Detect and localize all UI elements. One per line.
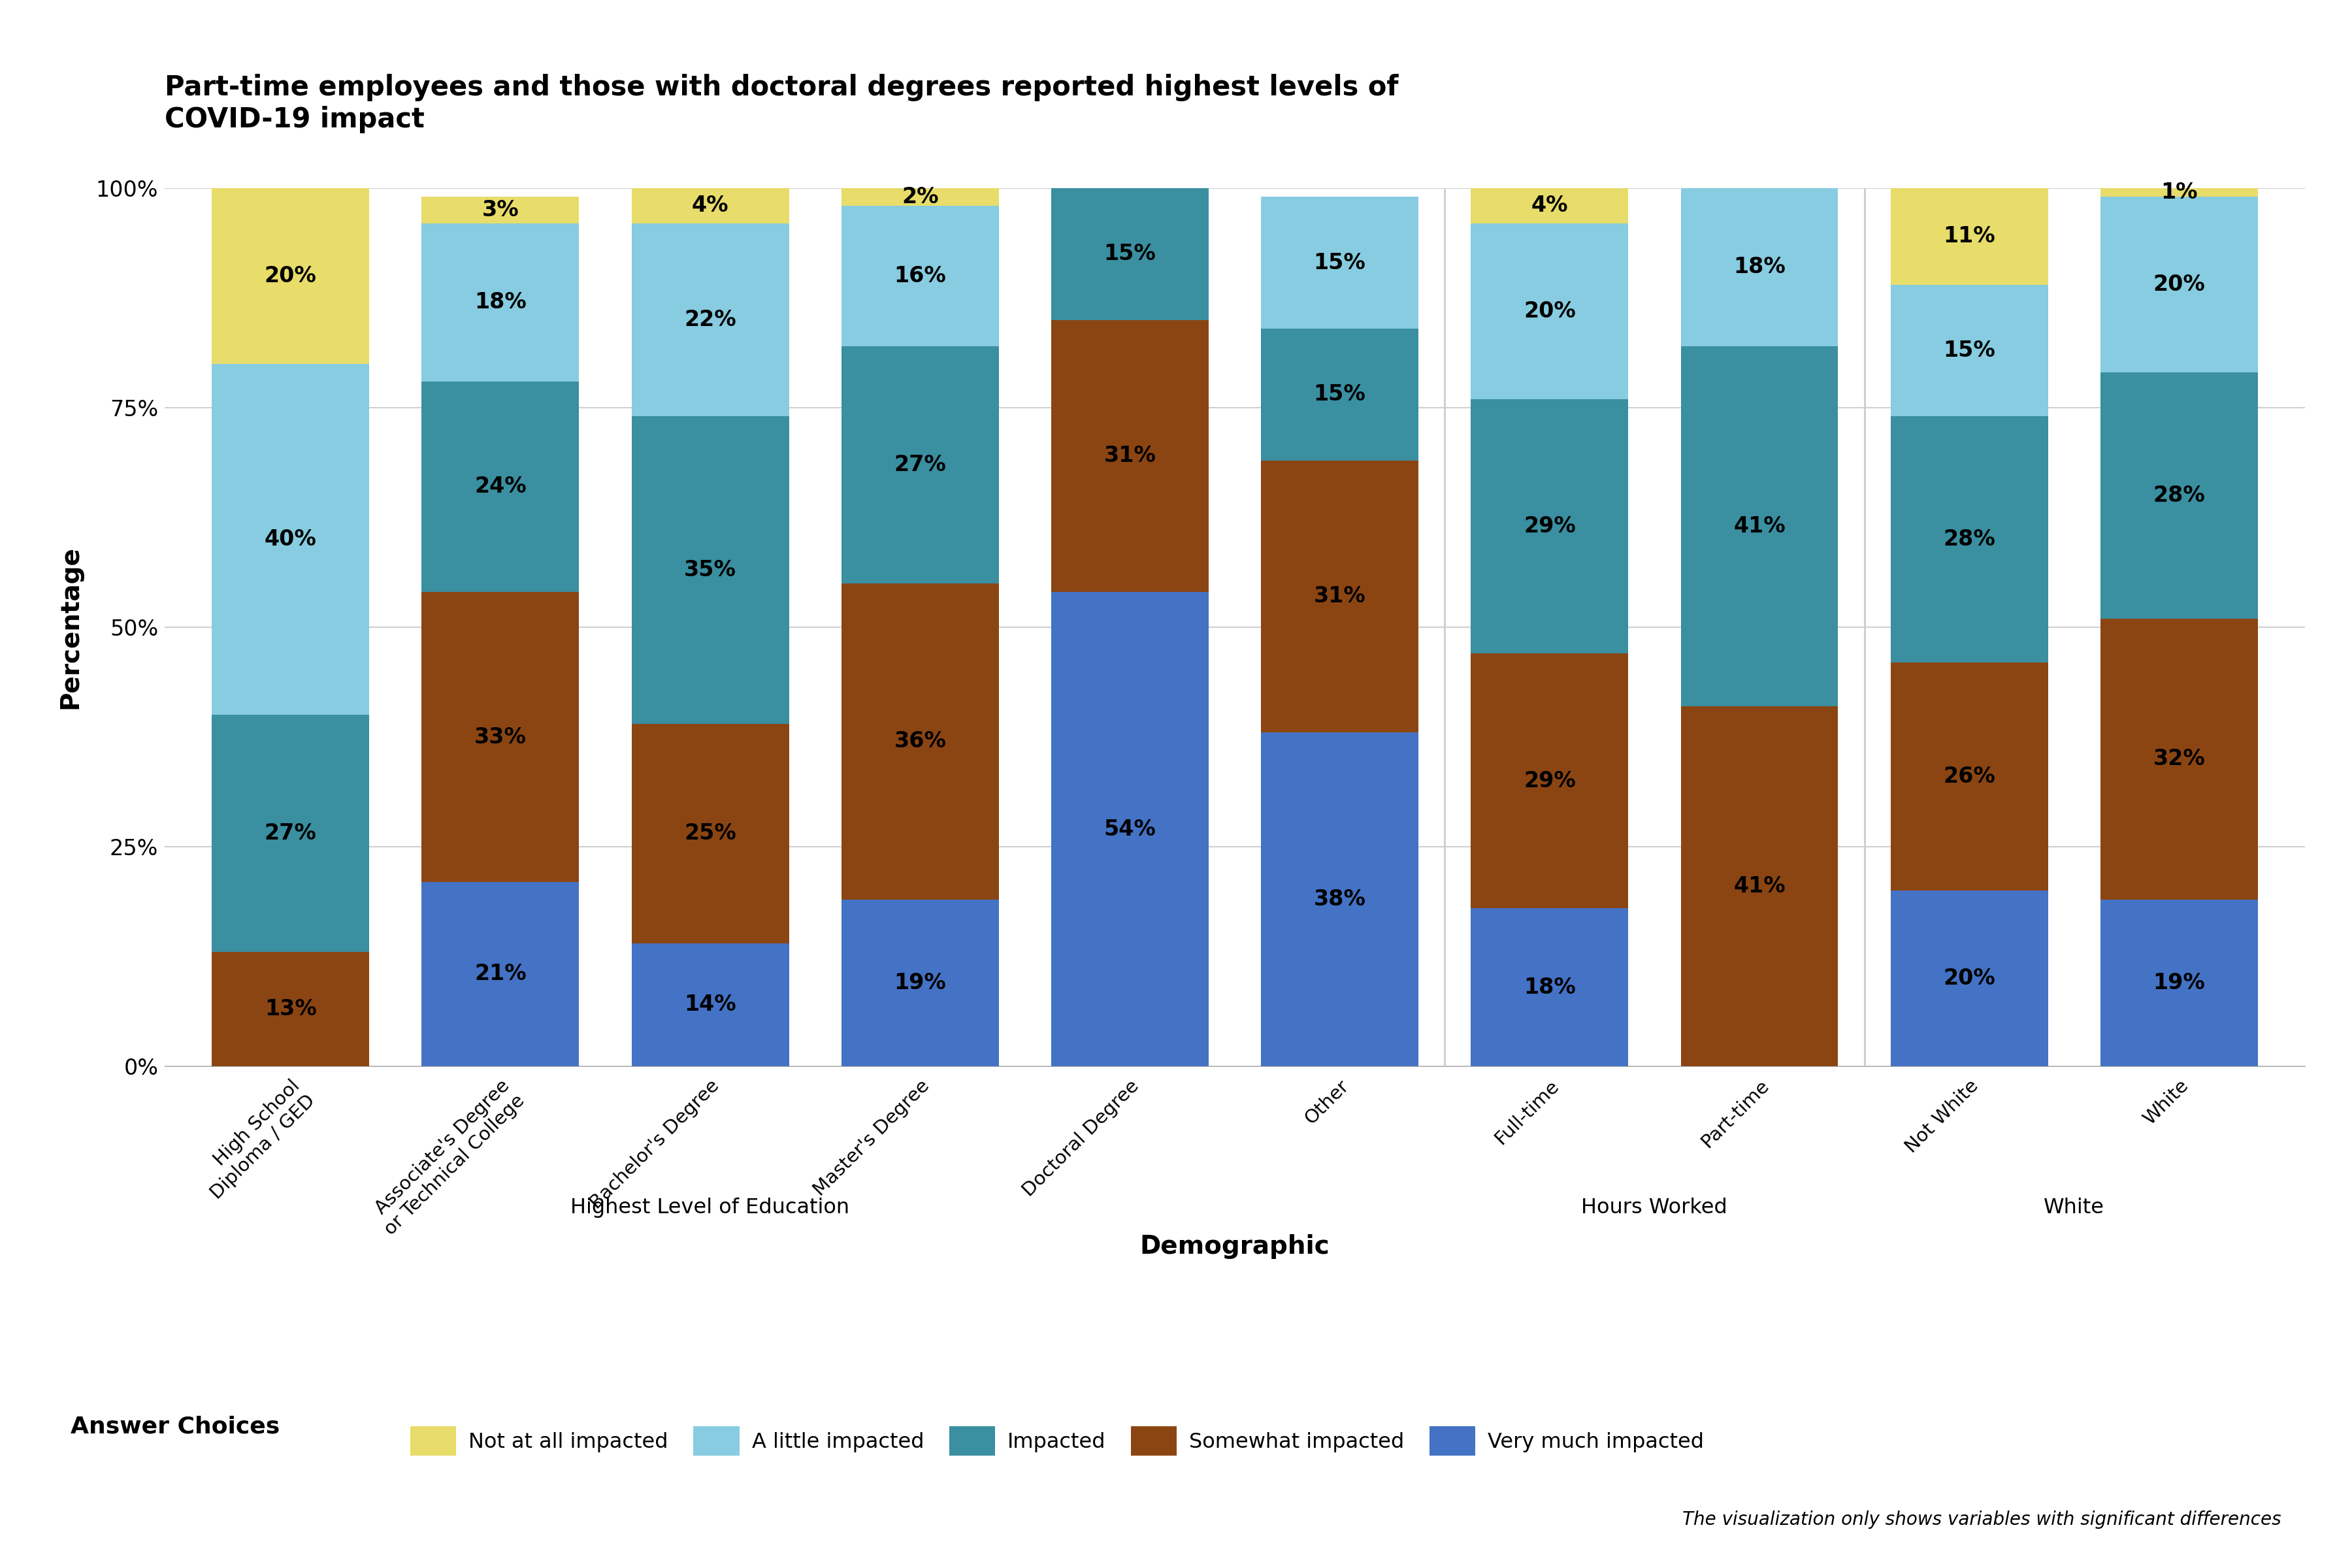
Bar [1261, 732, 1418, 1066]
Text: 18%: 18% [475, 292, 527, 314]
Bar [1682, 188, 1837, 347]
Legend: Not at all impacted, A little impacted, Impacted, Somewhat impacted, Very much i: Not at all impacted, A little impacted, … [409, 1427, 1705, 1455]
Text: 35%: 35% [684, 560, 736, 580]
Text: 41%: 41% [1733, 516, 1785, 536]
Text: 21%: 21% [475, 963, 527, 985]
Text: 40%: 40% [263, 528, 318, 550]
Bar [1051, 320, 1209, 593]
Text: 38%: 38% [1315, 889, 1367, 909]
Bar [633, 944, 788, 1066]
Text: Part-time employees and those with doctoral degrees reported highest levels of
C: Part-time employees and those with docto… [165, 74, 1399, 133]
Text: 32%: 32% [2152, 748, 2206, 770]
Bar [1051, 188, 1209, 320]
Text: 36%: 36% [894, 731, 946, 753]
Bar [1470, 908, 1628, 1066]
Bar [1891, 891, 2049, 1066]
Bar [1470, 223, 1628, 398]
Text: 19%: 19% [894, 972, 946, 994]
Bar [1470, 654, 1628, 908]
Text: 28%: 28% [1943, 528, 1994, 550]
Bar [1470, 188, 1628, 223]
Text: 27%: 27% [894, 455, 946, 475]
Text: 11%: 11% [1943, 226, 1994, 248]
Bar [1261, 198, 1418, 329]
Bar [212, 364, 369, 715]
Text: 18%: 18% [1733, 257, 1785, 278]
Bar [2100, 618, 2258, 900]
Y-axis label: Percentage: Percentage [56, 546, 82, 709]
Bar [1470, 398, 1628, 654]
Bar [212, 952, 369, 1066]
Text: 41%: 41% [1733, 875, 1785, 897]
Text: 2%: 2% [901, 187, 938, 207]
Text: Hours Worked: Hours Worked [1581, 1198, 1729, 1218]
Bar [1682, 706, 1837, 1066]
Text: 3%: 3% [482, 199, 520, 221]
Bar [842, 900, 1000, 1066]
Text: 15%: 15% [1315, 252, 1367, 273]
Text: 15%: 15% [1943, 340, 1994, 361]
Text: 16%: 16% [894, 265, 946, 287]
Text: 33%: 33% [475, 726, 527, 748]
Text: 29%: 29% [1524, 516, 1576, 536]
Text: 19%: 19% [2152, 972, 2206, 994]
Bar [1891, 417, 2049, 662]
Bar [1261, 461, 1418, 732]
Text: 25%: 25% [684, 823, 736, 844]
Bar [212, 715, 369, 952]
Bar [1891, 188, 2049, 285]
Text: 31%: 31% [1315, 586, 1367, 607]
Bar [633, 223, 788, 417]
Bar [842, 205, 1000, 347]
Bar [842, 188, 1000, 205]
Text: Demographic: Demographic [1141, 1234, 1329, 1259]
Text: 28%: 28% [2152, 485, 2206, 506]
Text: White: White [2044, 1198, 2105, 1218]
Text: 29%: 29% [1524, 770, 1576, 792]
Text: 15%: 15% [1103, 243, 1155, 265]
Text: Highest Level of Education: Highest Level of Education [572, 1198, 849, 1218]
Bar [842, 347, 1000, 583]
Text: 20%: 20% [2152, 274, 2206, 295]
Text: 24%: 24% [475, 477, 527, 497]
Text: 20%: 20% [263, 265, 318, 287]
Bar [212, 188, 369, 364]
Bar [1891, 285, 2049, 417]
Text: 31%: 31% [1103, 445, 1155, 467]
Bar [842, 583, 1000, 900]
Bar [2100, 373, 2258, 618]
Bar [421, 198, 579, 223]
Text: 54%: 54% [1103, 818, 1155, 840]
Bar [421, 881, 579, 1066]
Text: Answer Choices: Answer Choices [71, 1416, 280, 1438]
Bar [1261, 329, 1418, 461]
Text: 22%: 22% [684, 309, 736, 331]
Text: 1%: 1% [2161, 182, 2197, 204]
Text: 26%: 26% [1943, 765, 1994, 787]
Text: 20%: 20% [1943, 967, 1994, 989]
Text: 20%: 20% [1524, 301, 1576, 321]
Text: 4%: 4% [1531, 194, 1569, 216]
Bar [1891, 662, 2049, 891]
Bar [2100, 188, 2258, 198]
Bar [633, 724, 788, 944]
Bar [2100, 900, 2258, 1066]
Text: 13%: 13% [263, 999, 318, 1019]
Text: 15%: 15% [1315, 384, 1367, 405]
Bar [2100, 198, 2258, 373]
Text: The visualization only shows variables with significant differences: The visualization only shows variables w… [1682, 1510, 2281, 1529]
Bar [1682, 347, 1837, 706]
Text: 18%: 18% [1524, 977, 1576, 997]
Bar [421, 593, 579, 881]
Text: 4%: 4% [691, 194, 729, 216]
Bar [633, 417, 788, 724]
Bar [633, 188, 788, 223]
Text: 27%: 27% [263, 823, 318, 844]
Bar [1051, 593, 1209, 1066]
Bar [421, 223, 579, 381]
Bar [421, 381, 579, 593]
Text: 14%: 14% [684, 994, 736, 1016]
